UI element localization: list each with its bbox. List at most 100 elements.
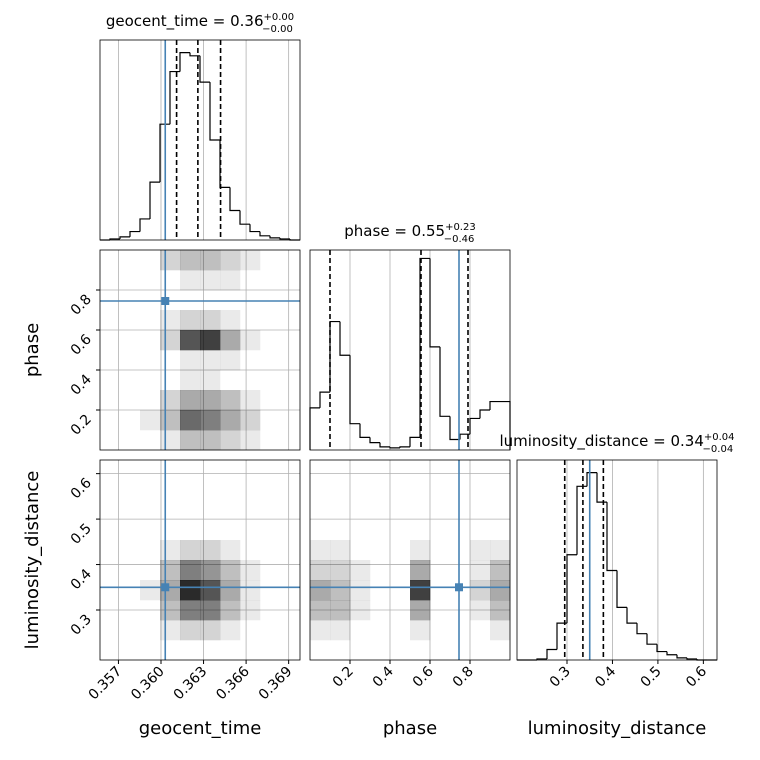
x-tick-label: 0.357 — [86, 664, 126, 704]
x-tick-label: 0.8 — [450, 664, 477, 691]
histogram-step — [229, 187, 240, 212]
density-cell — [490, 600, 511, 621]
density-cell — [220, 310, 241, 331]
density-cell — [330, 620, 351, 641]
histogram-step — [339, 321, 350, 356]
histogram-step — [556, 622, 567, 650]
histogram-step — [546, 648, 557, 659]
density-cell — [330, 560, 351, 581]
density-cell — [160, 620, 181, 641]
panel-frame — [99, 39, 301, 241]
y-tick-label: 0.3 — [68, 612, 95, 639]
density-cell — [240, 580, 261, 601]
density-cell — [220, 410, 241, 431]
density-cell — [180, 600, 201, 621]
histogram-step — [686, 657, 697, 660]
density-cell — [160, 410, 181, 431]
histogram-step — [129, 230, 140, 237]
histogram-step — [209, 82, 220, 141]
panel-title: luminosity_distance = 0.34+0.04 −0.04 — [499, 432, 734, 455]
density-cell — [490, 620, 511, 641]
histogram-step — [606, 502, 617, 572]
x-axis-label: luminosity_distance — [528, 718, 707, 739]
histogram-step — [666, 651, 677, 656]
density-cell — [180, 540, 201, 561]
density-cell — [180, 560, 201, 581]
title-upper: +0.23 — [445, 222, 476, 233]
density-cell — [310, 580, 331, 601]
density-cell — [200, 430, 221, 451]
density-cell — [180, 370, 201, 391]
density-cell — [240, 250, 261, 271]
density-cell — [350, 600, 371, 621]
density-cell — [200, 350, 221, 371]
density-cell — [200, 410, 221, 431]
density-cell — [490, 560, 511, 581]
histogram-step — [239, 210, 250, 225]
density-cell — [160, 330, 181, 351]
panel-frame — [309, 459, 511, 661]
density-cell — [240, 430, 261, 451]
density-cell — [240, 330, 261, 351]
y-tick-label: 0.8 — [68, 292, 95, 319]
panel-frame — [309, 249, 511, 451]
x-tick-label: 0.360 — [128, 664, 168, 704]
panel-title: phase = 0.55+0.23 −0.46 — [344, 222, 475, 245]
x-tick-label: 0.4 — [592, 663, 619, 690]
histogram-step — [329, 320, 340, 393]
histogram-step — [399, 446, 410, 448]
density-cell — [220, 620, 241, 641]
histogram-step — [199, 55, 210, 83]
y-tick-label: 0.5 — [68, 521, 95, 548]
y-axis-label: phase — [22, 323, 43, 377]
density-cell — [490, 580, 511, 601]
histogram-step — [359, 423, 370, 438]
density-cell — [410, 560, 431, 581]
density-cell — [310, 540, 331, 561]
histogram-step — [636, 623, 647, 635]
panel-frame — [516, 459, 718, 661]
density-cell — [200, 580, 221, 601]
density-cell — [490, 540, 511, 561]
density-cell — [410, 620, 431, 641]
density-cell — [200, 330, 221, 351]
x-tick-label: 0.6 — [410, 663, 437, 690]
histogram-step — [449, 416, 460, 441]
histogram-step — [566, 554, 577, 624]
title-text: phase = 0.55 — [344, 222, 445, 240]
title-upper: +0.04 — [704, 432, 735, 443]
x-tick-label: 0.4 — [370, 663, 397, 690]
density-cell — [200, 560, 221, 581]
histogram-step — [439, 346, 450, 417]
histogram-step — [269, 235, 280, 239]
x-tick-label: 0.5 — [638, 664, 665, 691]
x-tick-label: 0.363 — [171, 664, 211, 704]
density-cell — [310, 600, 331, 621]
y-tick-label: 0.2 — [68, 412, 95, 439]
x-tick-label: 0.366 — [213, 663, 253, 703]
density-cell — [180, 430, 201, 451]
density-cell — [200, 270, 221, 291]
density-cell — [330, 580, 351, 601]
histogram-step — [616, 570, 627, 608]
density-cell — [220, 430, 241, 451]
histogram-step — [646, 633, 657, 645]
truth-marker — [161, 583, 170, 592]
density-cell — [160, 310, 181, 331]
density-cell — [200, 250, 221, 271]
density-cell — [200, 540, 221, 561]
density-cell — [180, 250, 201, 271]
density-cell — [180, 310, 201, 331]
histogram-step — [169, 70, 180, 125]
histogram-step — [149, 181, 160, 219]
x-tick-label: 0.2 — [330, 664, 357, 691]
histogram-step — [119, 236, 130, 239]
histogram-step — [656, 644, 667, 653]
histogram-step — [139, 218, 150, 232]
title-lower: −0.04 — [703, 444, 734, 455]
histogram-step — [389, 446, 400, 449]
density-cell — [330, 600, 351, 621]
histogram-step — [419, 257, 430, 438]
histogram-step — [349, 355, 360, 425]
density-cell — [160, 390, 181, 411]
